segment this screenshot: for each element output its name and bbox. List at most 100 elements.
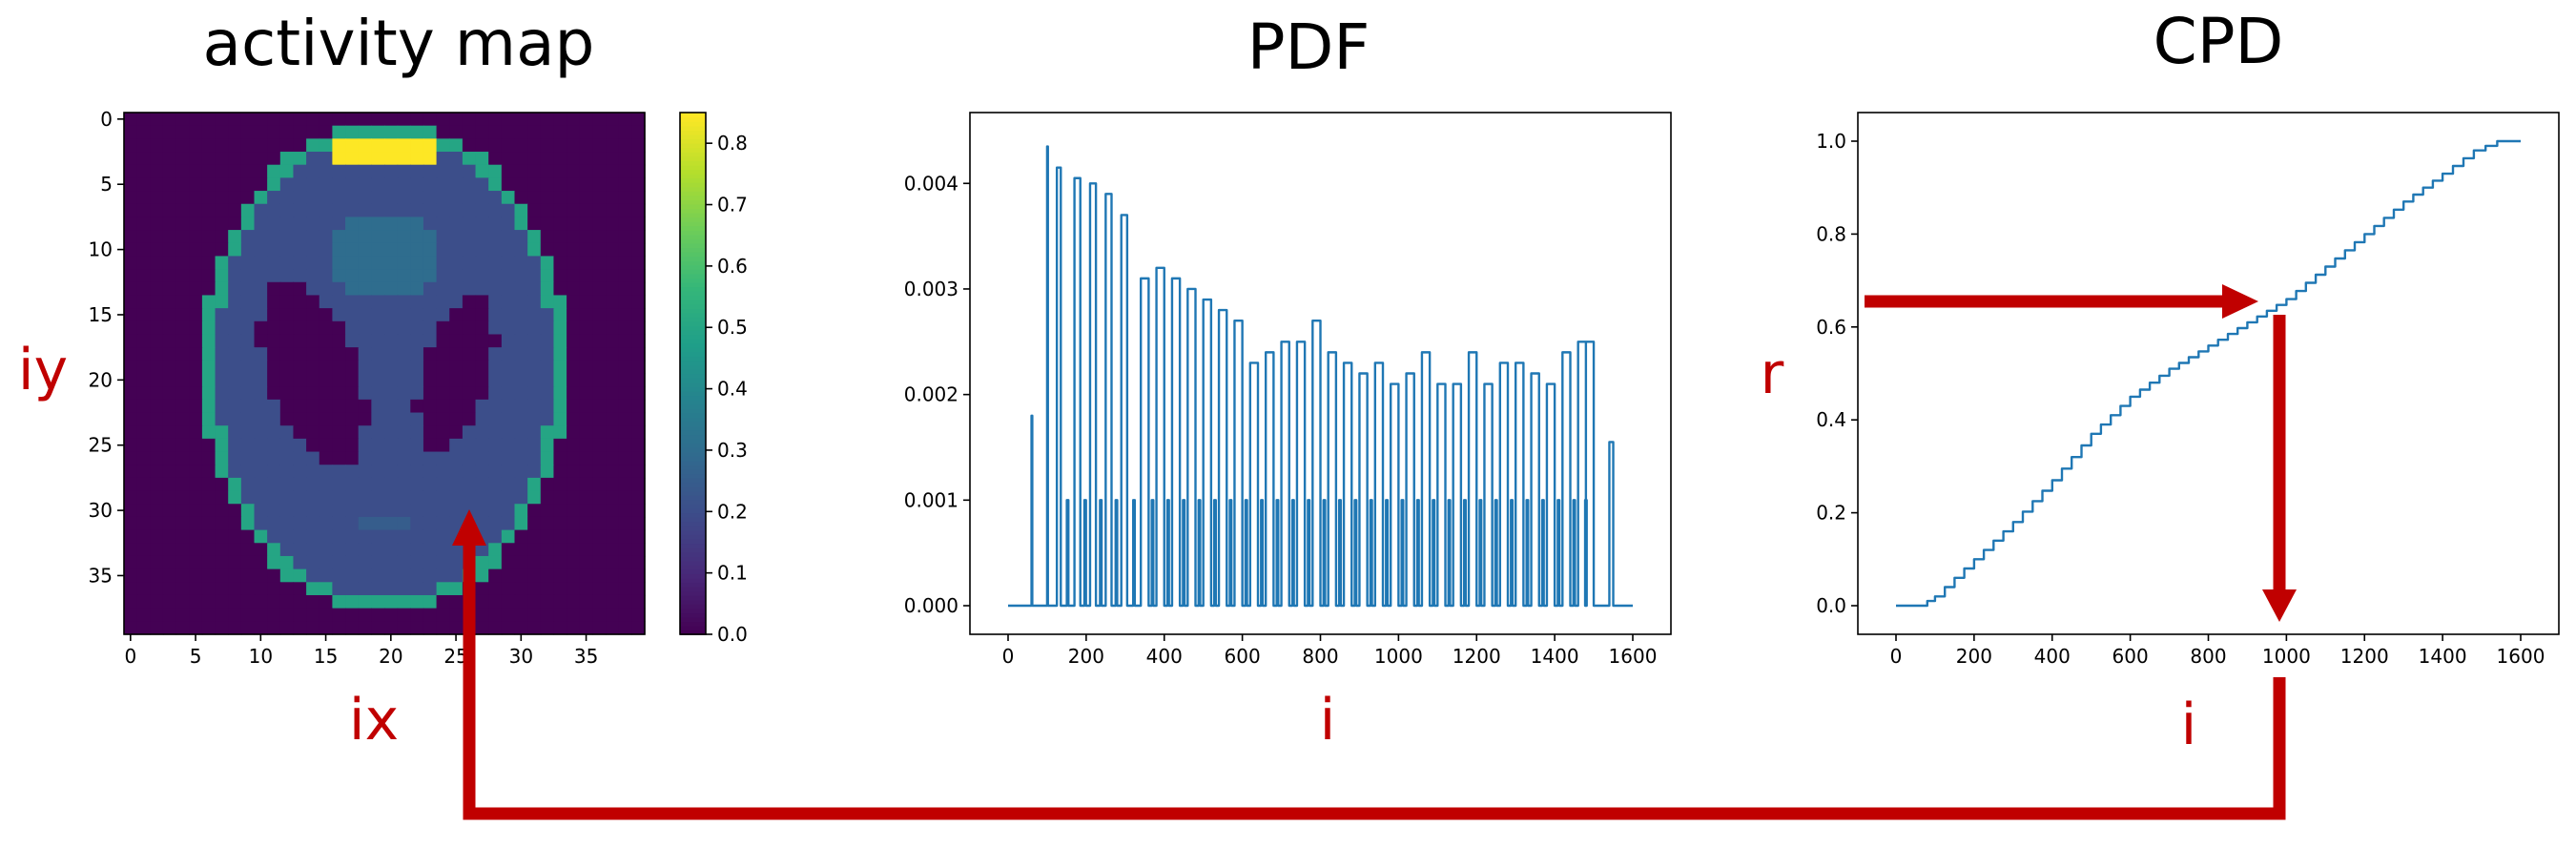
heatmap-cell <box>279 320 295 336</box>
heatmap-cell <box>567 242 581 258</box>
heatmap-cell <box>514 399 528 414</box>
heatmap-cell <box>384 191 399 205</box>
heatmap-cell <box>162 373 177 387</box>
heatmap-cell <box>567 516 581 531</box>
heatmap-cell <box>631 308 646 322</box>
heatmap-cell <box>397 334 411 348</box>
heatmap-cell <box>175 164 190 178</box>
heatmap-cell <box>475 438 489 453</box>
heatmap-cell <box>422 582 438 596</box>
heatmap-cell <box>371 230 385 244</box>
heatmap-cell <box>384 516 399 531</box>
heatmap-cell <box>293 582 307 596</box>
heatmap-cell <box>553 191 567 205</box>
heatmap-cell <box>475 621 489 635</box>
heatmap-cell <box>501 543 516 557</box>
heatmap-cell <box>358 138 372 153</box>
heatmap-cell <box>606 256 620 270</box>
heatmap-cell <box>215 373 229 387</box>
heatmap-cell <box>136 582 151 596</box>
heatmap-cell <box>345 177 360 192</box>
heatmap-cell <box>136 334 151 348</box>
colorbar-segment <box>680 425 706 431</box>
heatmap-cell <box>618 308 632 322</box>
heatmap-cell <box>279 582 295 596</box>
heatmap-cell <box>631 217 646 231</box>
heatmap-cell <box>422 320 438 336</box>
heatmap-cell <box>606 516 620 531</box>
colorbar-segment <box>680 234 706 239</box>
heatmap-cell <box>319 269 333 283</box>
heatmap-cell <box>540 373 555 387</box>
heatmap-cell <box>397 125 411 139</box>
heatmap-cell <box>162 334 177 348</box>
heatmap-cell <box>462 451 477 465</box>
heatmap-cell <box>462 399 477 414</box>
heatmap-cell <box>579 543 593 557</box>
heatmap-cell <box>201 217 216 231</box>
colorbar-segment <box>680 582 706 588</box>
heatmap-cell <box>254 217 268 231</box>
heatmap-cell <box>501 320 516 336</box>
heatmap-cell <box>567 295 581 309</box>
heatmap-cell <box>189 451 203 465</box>
heatmap-cell <box>462 230 477 244</box>
heatmap-cell <box>215 465 229 479</box>
heatmap-cell <box>175 594 190 609</box>
heatmap-cell <box>475 256 489 270</box>
heatmap-cell <box>631 138 646 153</box>
heatmap-cell <box>201 425 216 440</box>
heatmap-cell <box>579 451 593 465</box>
heatmap-cell <box>319 203 333 218</box>
heatmap-cell <box>567 191 581 205</box>
heatmap-cell <box>475 490 489 505</box>
heatmap-cell <box>240 465 256 479</box>
pdf-x-tick-label: 0 <box>1002 645 1015 668</box>
colorbar-segment <box>680 303 706 309</box>
heatmap-cell <box>618 295 632 309</box>
heatmap-cell <box>488 347 503 362</box>
heatmap-cell <box>462 152 477 166</box>
heatmap-cell <box>371 203 385 218</box>
heatmap-cell <box>175 230 190 244</box>
heatmap-cell <box>397 203 411 218</box>
heatmap-cell <box>567 451 581 465</box>
heatmap-cell <box>215 438 229 453</box>
heatmap-cell <box>449 555 464 570</box>
heatmap-cell <box>553 412 567 426</box>
heatmap-cell <box>332 125 346 139</box>
heatmap-cell <box>215 256 229 270</box>
heatmap-cell <box>175 334 190 348</box>
heatmap-cell <box>606 582 620 596</box>
heatmap-cell <box>162 490 177 505</box>
heatmap-cell <box>449 438 464 453</box>
heatmap-cell <box>540 217 555 231</box>
heatmap-cell <box>293 425 307 440</box>
heatmap-cell <box>501 373 516 387</box>
heatmap-cell <box>279 152 295 166</box>
heatmap-cell <box>449 203 464 218</box>
heatmap-cell <box>606 621 620 635</box>
heatmap-cell <box>358 334 372 348</box>
heatmap-cell <box>449 373 464 387</box>
heatmap-cell <box>124 230 138 244</box>
heatmap-cell <box>136 594 151 609</box>
heatmap-cell <box>293 256 307 270</box>
heatmap-cell <box>567 477 581 492</box>
heatmap-cell <box>358 203 372 218</box>
heatmap-cell <box>240 477 256 492</box>
colorbar-segment <box>680 312 706 319</box>
heatmap-cell <box>371 113 385 127</box>
heatmap-cell <box>384 555 399 570</box>
heatmap-cell <box>606 504 620 518</box>
heatmap-cell <box>267 152 281 166</box>
heatmap-cell <box>631 113 646 127</box>
heatmap-cell <box>488 529 503 544</box>
heatmap-cell <box>189 425 203 440</box>
heatmap-cell <box>162 308 177 322</box>
colorbar-segment <box>680 599 706 605</box>
heatmap-cell <box>618 438 632 453</box>
heatmap-cell <box>279 490 295 505</box>
heatmap-cell <box>136 490 151 505</box>
